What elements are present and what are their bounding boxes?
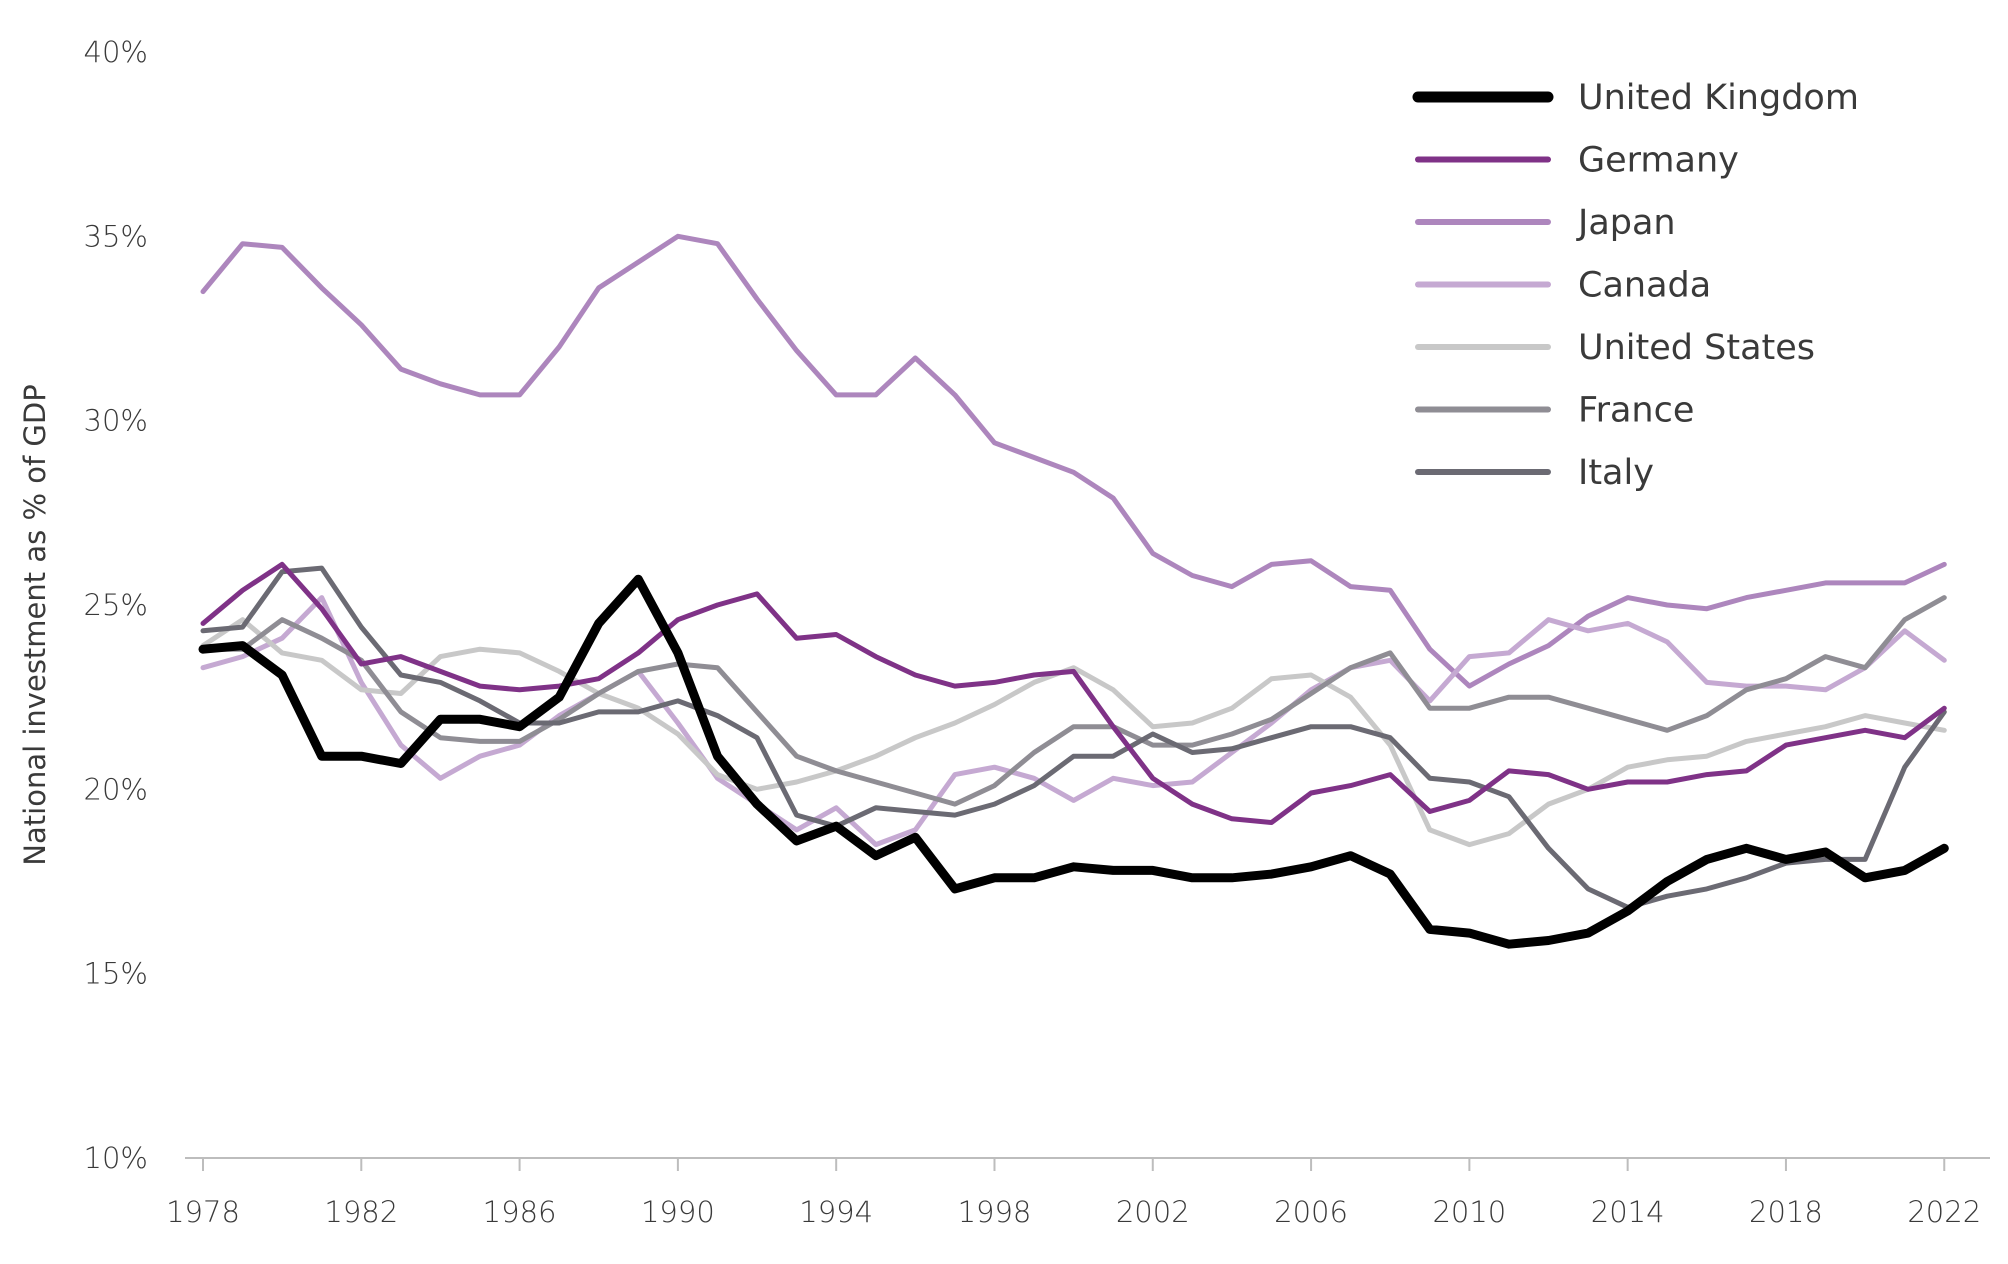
x-axis <box>185 1157 1990 1171</box>
y-axis-title: National investment as % of GDP <box>18 384 52 865</box>
series-line-canada <box>200 595 1947 848</box>
y-tick-label: 35% <box>84 219 148 253</box>
x-tick-label: 1978 <box>166 1195 240 1229</box>
x-tick-label: 2002 <box>1116 1195 1190 1229</box>
legend-item-canada: Canada <box>1415 266 1711 306</box>
legend-item-france: France <box>1415 391 1694 431</box>
legend-item-germany: Germany <box>1415 141 1739 181</box>
series-line-united-states <box>200 617 1947 848</box>
legend-label: Canada <box>1578 266 1711 306</box>
x-tick-label: 1990 <box>641 1195 715 1229</box>
y-tick-label: 10% <box>84 1141 148 1175</box>
y-tick-label: 15% <box>84 957 148 991</box>
series-layer <box>198 233 1949 949</box>
legend-label: Germany <box>1578 141 1739 181</box>
x-tick-label: 1986 <box>483 1195 557 1229</box>
legend-item-japan: Japan <box>1415 203 1676 243</box>
x-tick-label: 1982 <box>324 1195 398 1229</box>
series-line-italy <box>200 565 1947 910</box>
legend-label: Italy <box>1578 453 1654 493</box>
x-tick-label: 2006 <box>1274 1195 1348 1229</box>
legend-label: United States <box>1578 328 1815 368</box>
series-line-united-kingdom <box>198 574 1949 949</box>
x-axis-tick-labels: 1978 1982 1986 1990 1994 1998 2002 2006 2010 2014… <box>166 1195 1981 1229</box>
legend: United Kingdom Germany Japan Canada United S… <box>1412 78 1859 493</box>
y-tick-label: 25% <box>84 588 148 622</box>
x-tick-label: 1998 <box>958 1195 1032 1229</box>
x-tick-label: 1994 <box>799 1195 873 1229</box>
series-line-france <box>200 595 1947 807</box>
legend-item-italy: Italy <box>1415 453 1654 493</box>
legend-item-united-states: United States <box>1415 328 1815 368</box>
series-line-japan <box>200 233 1947 689</box>
legend-item-united-kingdom: United Kingdom <box>1412 78 1859 118</box>
x-tick-label: 2010 <box>1432 1195 1506 1229</box>
series-line-germany <box>200 561 1947 825</box>
y-axis-tick-labels: 10% 15% 20% 25% 30% 35% 40% <box>84 35 148 1175</box>
x-tick-label: 2022 <box>1907 1195 1981 1229</box>
y-tick-label: 30% <box>84 404 148 438</box>
x-tick-label: 2014 <box>1591 1195 1665 1229</box>
x-tick-label: 2018 <box>1749 1195 1823 1229</box>
y-tick-label: 20% <box>84 772 148 806</box>
legend-label: France <box>1578 391 1694 431</box>
legend-label: Japan <box>1576 203 1676 243</box>
legend-label: United Kingdom <box>1578 78 1859 118</box>
y-tick-label: 40% <box>84 35 148 69</box>
